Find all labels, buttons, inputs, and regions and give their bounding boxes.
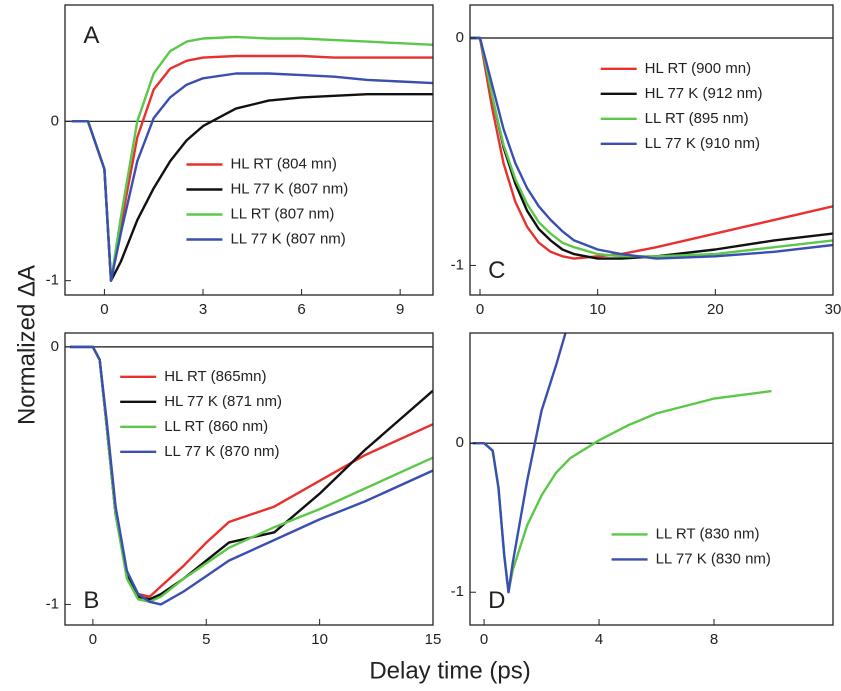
- legend-label: HL 77 K (807 nm): [230, 180, 348, 197]
- x-tick-label: 15: [425, 631, 442, 648]
- y-tick-label: 0: [456, 434, 464, 451]
- legend-label: HL RT (865mn): [164, 368, 266, 385]
- legend-label: LL 77 K (870 nm): [164, 443, 279, 460]
- legend-label: HL RT (804 mn): [230, 155, 336, 172]
- data-line: [70, 345, 433, 606]
- y-tick-label: -1: [451, 583, 464, 600]
- x-tick-label: 10: [589, 301, 606, 318]
- x-tick-label: 6: [297, 301, 305, 318]
- y-tick-label: -1: [451, 256, 464, 273]
- data-line: [470, 36, 833, 260]
- y-tick-label: -1: [46, 272, 59, 289]
- x-tick-label: 0: [476, 301, 484, 318]
- legend-label: LL 77 K (807 nm): [230, 230, 345, 247]
- x-tick-label: 5: [202, 631, 210, 648]
- y-tick-label: 0: [51, 112, 59, 129]
- plot-frame: [469, 332, 834, 626]
- plot-area: [65, 345, 433, 606]
- x-tick-label: 20: [707, 301, 724, 318]
- plot-area: [65, 35, 433, 282]
- legend-label: LL RT (895 nm): [645, 110, 749, 127]
- plot-area: [470, 333, 833, 594]
- y-tick-label: 0: [51, 338, 59, 355]
- x-tick-label: 8: [710, 631, 718, 648]
- legend-label: LL RT (860 nm): [164, 418, 268, 435]
- x-tick-label: 0: [480, 631, 488, 648]
- plot-frame: [469, 4, 834, 296]
- legend-label: LL RT (830 nm): [656, 525, 760, 542]
- plot-frame: [64, 332, 434, 626]
- legend-label: HL 77 K (912 nm): [645, 85, 763, 102]
- panel-label: C: [488, 257, 505, 284]
- data-line: [71, 72, 433, 282]
- legend-label: LL 77 K (910 nm): [645, 135, 760, 152]
- data-line: [472, 333, 567, 594]
- legend-label: LL 77 K (830 nm): [656, 550, 771, 567]
- y-tick-label: -1: [46, 595, 59, 612]
- y-axis-label: Normalized ΔA: [13, 265, 40, 425]
- x-tick-label: 4: [595, 631, 603, 648]
- x-tick-label: 0: [100, 301, 108, 318]
- data-line: [470, 36, 833, 258]
- x-tick-label: 0: [89, 631, 97, 648]
- legend-label: LL RT (807 nm): [230, 205, 334, 222]
- x-axis-label: Delay time (ps): [369, 657, 530, 684]
- legend-label: HL RT (900 mn): [645, 60, 751, 77]
- x-tick-label: 3: [199, 301, 207, 318]
- panel-label: D: [488, 587, 505, 614]
- x-tick-label: 30: [825, 301, 841, 318]
- legend-label: HL 77 K (871 nm): [164, 393, 282, 410]
- data-line: [470, 36, 833, 260]
- panel-label: A: [83, 22, 99, 49]
- plot-frame: [64, 4, 434, 296]
- panel-label: B: [83, 587, 99, 614]
- y-tick-label: 0: [456, 29, 464, 46]
- x-tick-label: 9: [396, 301, 404, 318]
- plot-area: [470, 36, 833, 260]
- x-tick-label: 10: [311, 631, 328, 648]
